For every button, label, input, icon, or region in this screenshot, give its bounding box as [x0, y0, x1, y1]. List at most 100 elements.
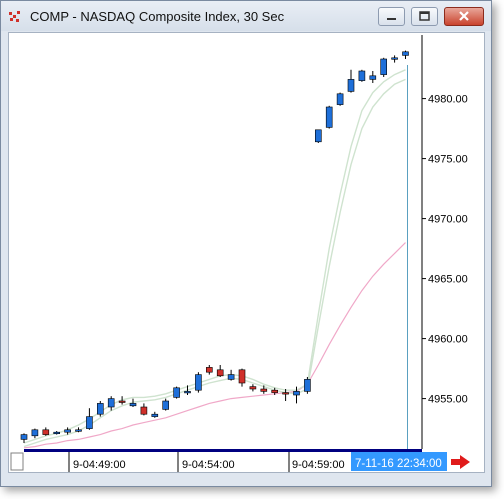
candle-body [336, 93, 344, 105]
candle [336, 92, 344, 106]
ma-fast-line [23, 69, 406, 444]
time-axis-scroll-box[interactable] [10, 452, 24, 471]
chart-area[interactable]: 4980.00 4975.00 4970.00 4965.00 4960.00 4955.… [8, 32, 485, 473]
candle [97, 401, 104, 417]
candle [347, 69, 355, 93]
candle [391, 55, 398, 63]
candle-body [97, 403, 104, 415]
cursor-time-highlight [351, 452, 447, 471]
candle-body [282, 392, 289, 395]
candle-body [304, 379, 311, 392]
candle [195, 372, 202, 393]
candle [282, 389, 289, 401]
candle [260, 385, 268, 394]
candle-body [42, 429, 50, 435]
candle-body [380, 58, 388, 75]
maximize-icon [419, 11, 430, 21]
candle-body [325, 106, 333, 128]
candle [64, 427, 71, 435]
candle [402, 50, 409, 59]
chart-window: COMP - NASDAQ Composite Index, 30 Sec 49… [0, 0, 492, 487]
candle-body [162, 400, 169, 410]
candle-body [249, 386, 257, 390]
candle [206, 365, 213, 375]
candle [184, 385, 191, 395]
candle-body [391, 57, 398, 60]
x-label-2: 9-04:54:00 [182, 459, 235, 471]
candle [238, 368, 246, 387]
y-tick-label-2: 4970.00 [428, 214, 468, 226]
time-axis-bar [24, 449, 422, 452]
candle-body [129, 403, 137, 407]
candle [162, 398, 169, 411]
scroll-right-arrow-icon[interactable] [451, 455, 470, 469]
candle-body [260, 388, 268, 392]
candle-body [293, 391, 300, 396]
candle-body [140, 406, 148, 415]
x-label-1: 9-04:49:00 [73, 459, 126, 471]
candle-body [369, 75, 377, 80]
candle [293, 386, 300, 404]
close-icon [459, 11, 469, 21]
x-label-3: 9-04:59:00 [292, 459, 345, 471]
candle-body [20, 434, 28, 440]
candle-body [118, 400, 126, 403]
candle [75, 427, 82, 433]
candle-body [86, 416, 93, 429]
title-bar[interactable]: COMP - NASDAQ Composite Index, 30 Sec [1, 1, 491, 31]
candle [369, 71, 377, 83]
candle-body [238, 369, 246, 384]
candle [271, 387, 279, 395]
y-tick-label-1: 4975.00 [428, 154, 468, 166]
candle [129, 398, 137, 407]
close-button[interactable] [444, 7, 484, 26]
window-title: COMP - NASDAQ Composite Index, 30 Sec [30, 9, 285, 24]
minimize-button[interactable] [378, 7, 405, 26]
candle-body [206, 367, 213, 373]
candle-body [402, 51, 409, 56]
y-tick-label-3: 4965.00 [428, 274, 468, 286]
candle-body [195, 374, 202, 391]
candle [249, 384, 257, 392]
candle [358, 69, 366, 82]
candle-body [271, 389, 279, 393]
y-tick-label-5: 4955.00 [428, 394, 468, 406]
candle-body [107, 398, 115, 408]
candle [151, 411, 159, 418]
candle-body [314, 129, 322, 143]
candle [53, 431, 61, 435]
chart-app-icon [9, 11, 20, 22]
candle [216, 365, 224, 377]
candle-body [227, 374, 235, 380]
candle [325, 105, 333, 129]
candle-body [347, 79, 355, 92]
candle [380, 57, 388, 77]
candle [107, 396, 115, 411]
candlestick-chart[interactable]: 4980.00 4975.00 4970.00 4965.00 4960.00 4955.… [9, 33, 484, 472]
cursor-time-label: 7-11-16 22:34:00 [355, 458, 442, 470]
candle-body [184, 391, 191, 394]
candle [86, 408, 93, 430]
candle-body [151, 413, 159, 417]
ma-mid-line [23, 78, 406, 448]
candle [227, 369, 235, 381]
ma-slow-line [23, 242, 406, 449]
candle-body [53, 431, 61, 435]
candle [20, 433, 28, 443]
candle [173, 386, 180, 399]
candle-body [216, 369, 224, 377]
candle [42, 427, 50, 436]
candle-body [75, 429, 82, 432]
maximize-button[interactable] [411, 7, 438, 26]
candle-body [64, 429, 71, 433]
candle-body [358, 70, 366, 81]
y-tick-label-0: 4980.00 [428, 94, 468, 106]
candle [314, 129, 322, 143]
time-axis[interactable]: 9-04:49:00 9-04:54:00 9-04:59:00 7-11-16… [9, 449, 447, 472]
candle [140, 403, 148, 416]
time-axis-strip [9, 452, 422, 472]
candle-body [31, 429, 39, 437]
minimize-icon [387, 18, 396, 20]
candle [304, 377, 311, 394]
y-tick-label-4: 4960.00 [428, 334, 468, 346]
